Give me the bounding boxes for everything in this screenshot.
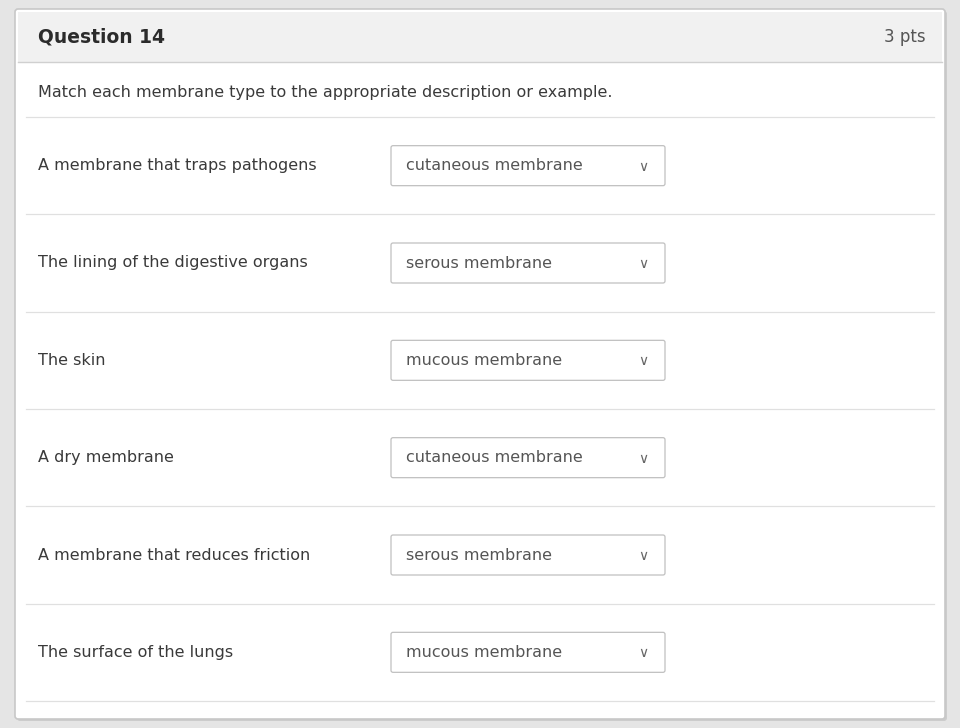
Text: A membrane that traps pathogens: A membrane that traps pathogens <box>38 158 317 173</box>
Text: Question 14: Question 14 <box>38 28 165 47</box>
Text: 3 pts: 3 pts <box>884 28 926 46</box>
FancyBboxPatch shape <box>17 11 947 721</box>
Text: ∨: ∨ <box>638 355 648 368</box>
Text: Match each membrane type to the appropriate description or example.: Match each membrane type to the appropri… <box>38 84 612 100</box>
Text: The skin: The skin <box>38 353 106 368</box>
Text: ∨: ∨ <box>638 159 648 174</box>
FancyBboxPatch shape <box>391 438 665 478</box>
FancyBboxPatch shape <box>391 146 665 186</box>
Text: cutaneous membrane: cutaneous membrane <box>406 450 583 465</box>
Text: cutaneous membrane: cutaneous membrane <box>406 158 583 173</box>
Text: mucous membrane: mucous membrane <box>406 353 563 368</box>
Text: ∨: ∨ <box>638 549 648 563</box>
FancyBboxPatch shape <box>15 9 945 719</box>
Text: ∨: ∨ <box>638 451 648 466</box>
FancyBboxPatch shape <box>391 633 665 673</box>
Text: A dry membrane: A dry membrane <box>38 450 174 465</box>
FancyBboxPatch shape <box>391 243 665 283</box>
Text: ∨: ∨ <box>638 646 648 660</box>
FancyBboxPatch shape <box>391 535 665 575</box>
Text: serous membrane: serous membrane <box>406 547 552 563</box>
Text: mucous membrane: mucous membrane <box>406 645 563 660</box>
Text: The surface of the lungs: The surface of the lungs <box>38 645 233 660</box>
FancyBboxPatch shape <box>391 340 665 380</box>
Text: A membrane that reduces friction: A membrane that reduces friction <box>38 547 310 563</box>
Bar <box>18 12 942 62</box>
Text: The lining of the digestive organs: The lining of the digestive organs <box>38 256 308 271</box>
Text: ∨: ∨ <box>638 257 648 271</box>
Text: serous membrane: serous membrane <box>406 256 552 271</box>
